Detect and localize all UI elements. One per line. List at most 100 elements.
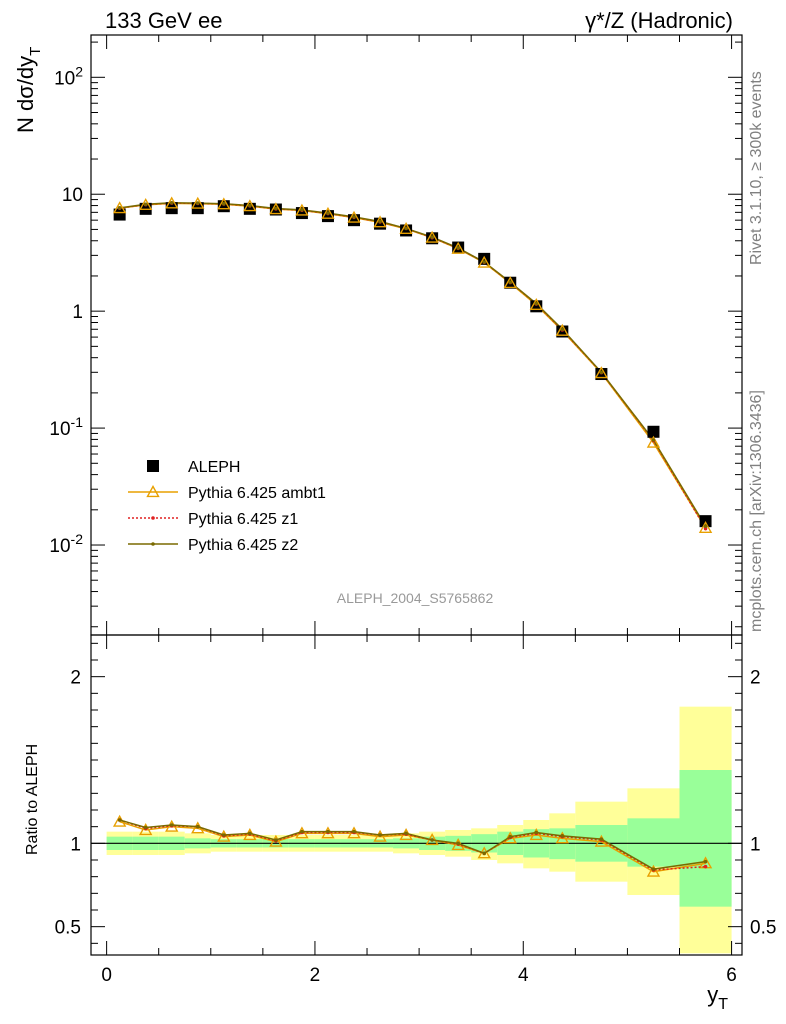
data-point — [599, 370, 604, 375]
ratio-point — [529, 828, 543, 841]
data-point — [300, 208, 304, 212]
y-tick-label: 10-1 — [49, 414, 83, 440]
data-point — [425, 230, 439, 243]
data-point — [112, 201, 127, 214]
data-point — [195, 201, 200, 205]
side-label-mcplots: mcplots.cern.ch [arXiv:1306.3436] — [748, 390, 765, 632]
y-tick-label: 10 — [62, 185, 83, 206]
ratio-point — [404, 831, 408, 836]
ratio-point — [138, 823, 153, 836]
ratio-point — [534, 830, 539, 835]
ratio-point — [703, 864, 708, 869]
data-point — [222, 201, 226, 206]
header-right: γ*/Z (Hadronic) — [585, 8, 733, 33]
ratio-panel: 0.5 0.5 1 1 2 2 0 2 4 6 Ratio to ALEPH yT — [24, 634, 776, 1013]
ratio-point — [373, 829, 387, 842]
data-point — [646, 435, 661, 448]
ratio-point — [326, 829, 330, 834]
data-point — [647, 425, 660, 438]
main-axis-ticks: 10-2 10-1 1 10 102 — [49, 35, 742, 635]
data-point — [347, 210, 361, 223]
ratio-point — [222, 833, 226, 837]
data-point — [703, 526, 708, 531]
ratio-point — [274, 838, 278, 842]
side-label-rivet: Rivet 3.1.10, ≥ 300k events — [748, 71, 765, 265]
legend-label: Pythia 6.425 z2 — [188, 537, 298, 554]
uncertainty-band-inner — [679, 770, 732, 907]
y-tick-label: 102 — [54, 63, 83, 89]
data-point — [503, 276, 517, 289]
data-point — [560, 327, 565, 332]
data-point — [508, 280, 513, 284]
y-tick-label: 1 — [72, 302, 83, 323]
data-point — [399, 221, 413, 235]
legend: ALEPH Pythia 6.425 ambt1 Pythia 6.425 z1 Py… — [128, 459, 326, 554]
data-point — [248, 203, 252, 208]
legend-marker — [151, 542, 155, 546]
ratio-point — [560, 834, 565, 838]
data-point — [117, 206, 122, 210]
data-point — [191, 196, 205, 209]
ratio-y-axis-label: Ratio to ALEPH — [24, 744, 41, 855]
legend-marker — [146, 485, 160, 498]
legend-label: Pythia 6.425 ambt1 — [188, 485, 326, 502]
ratio-point — [143, 825, 148, 830]
data-point — [477, 255, 491, 268]
series-line — [119, 202, 707, 529]
data-point — [534, 301, 539, 306]
main-data-layer — [112, 196, 713, 534]
main-y-axis-label: N dσ/dyT — [13, 47, 44, 133]
ratio-point — [599, 837, 604, 841]
data-point — [269, 202, 283, 215]
y-tick-label: 10-2 — [49, 531, 83, 557]
data-point — [698, 520, 713, 534]
data-point — [138, 197, 153, 211]
data-point — [321, 206, 335, 219]
data-point — [326, 211, 330, 215]
ratio-data-layer — [112, 814, 713, 877]
ratio-point — [117, 818, 122, 822]
ratio-point — [300, 829, 304, 834]
x-tick-label: 2 — [310, 965, 321, 986]
ratio-point — [456, 841, 460, 846]
data-point — [165, 196, 179, 209]
data-point — [555, 323, 570, 336]
x-tick-label: 4 — [518, 965, 529, 986]
x-tick-label: 6 — [726, 965, 737, 986]
ratio-point — [352, 829, 356, 834]
ratio-point — [703, 859, 708, 864]
ratio-point — [646, 864, 661, 877]
data-point — [651, 438, 656, 442]
analysis-watermark: ALEPH_2004_S5765862 — [337, 590, 494, 606]
data-point — [113, 208, 126, 221]
data-point — [482, 260, 487, 264]
data-point — [404, 226, 408, 231]
x-axis-label-text: yT — [707, 982, 728, 1013]
ratio-y-tick-label-right: 0.5 — [750, 918, 776, 939]
legend-marker — [147, 460, 159, 472]
legend-marker — [151, 516, 155, 520]
ratio-point — [555, 831, 570, 844]
legend-label: Pythia 6.425 z1 — [188, 511, 298, 528]
ratio-point — [248, 831, 252, 836]
data-point — [143, 202, 148, 207]
ratio-point — [482, 851, 487, 856]
ratio-point — [195, 824, 200, 829]
x-tick-label: 0 — [101, 965, 112, 986]
ratio-y-tick-label-right: 2 — [750, 668, 761, 689]
ratio-point — [269, 834, 283, 847]
data-point — [373, 215, 387, 228]
data-point — [378, 219, 382, 224]
data-point — [594, 366, 609, 379]
x-axis-label: yT — [707, 982, 728, 1013]
ratio-bands — [91, 706, 742, 954]
legend-label: ALEPH — [188, 459, 240, 476]
ratio-point — [508, 834, 513, 839]
data-point — [169, 200, 174, 205]
data-point — [274, 206, 278, 211]
ratio-y-tick-label-right: 1 — [750, 834, 761, 855]
series-line — [119, 202, 707, 527]
series-line — [119, 202, 707, 530]
data-point — [703, 524, 708, 528]
